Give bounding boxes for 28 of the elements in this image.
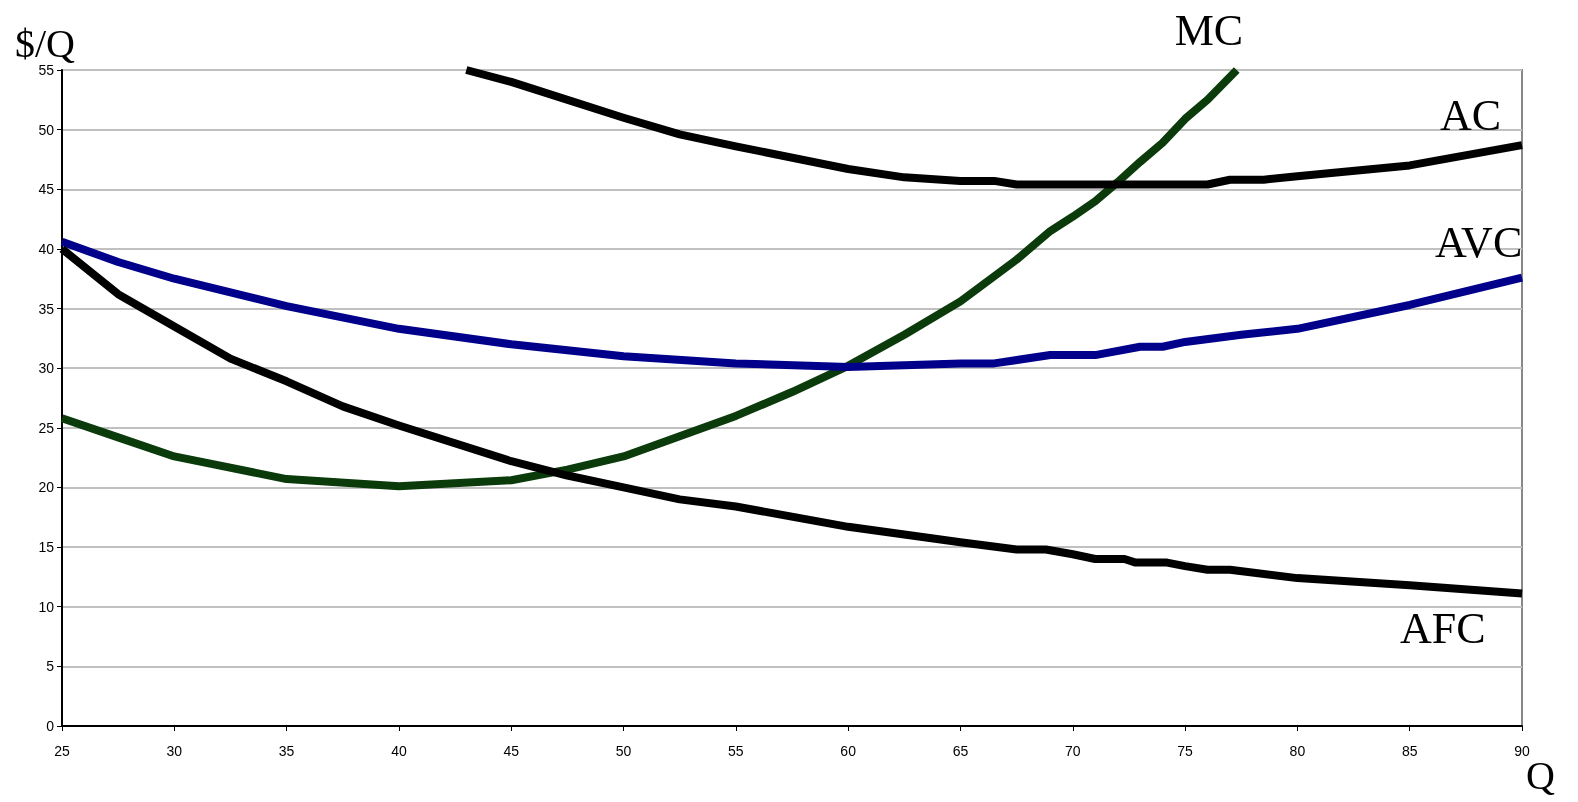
- x-tick-label: 30: [166, 743, 183, 759]
- x-tick-label: 50: [615, 743, 632, 759]
- x-tick-label: 90: [1514, 743, 1530, 759]
- x-tick-label: 45: [503, 743, 520, 759]
- x-tick-label: 65: [952, 743, 969, 759]
- y-tick-label: 35: [38, 300, 55, 317]
- series-label: AFC: [1400, 604, 1486, 654]
- y-tick-label: 40: [38, 240, 55, 257]
- series-label: AVC: [1435, 218, 1523, 268]
- y-tick-label: 15: [38, 539, 55, 556]
- y-tick-label: 30: [38, 360, 55, 377]
- y-tick-label: 45: [38, 181, 55, 198]
- x-tick-label: 55: [728, 743, 744, 759]
- series-label: AC: [1440, 90, 1502, 140]
- x-tick-label: 80: [1289, 743, 1306, 759]
- y-tick-label: 25: [38, 419, 55, 436]
- x-tick-label: 75: [1177, 743, 1194, 759]
- x-tick-label: 85: [1401, 743, 1418, 759]
- y-tick-label: 0: [46, 718, 55, 734]
- y-tick-label: 5: [46, 658, 55, 675]
- x-tick-label: 70: [1064, 743, 1081, 759]
- x-tick-label: 60: [840, 743, 857, 759]
- y-tick-label: 20: [38, 479, 55, 496]
- y-tick-label: 10: [38, 598, 55, 615]
- x-tick-label: 35: [278, 743, 295, 759]
- y-tick-label: 50: [38, 121, 55, 138]
- series-label: MC: [1174, 5, 1244, 55]
- x-tick-label: 40: [391, 743, 407, 759]
